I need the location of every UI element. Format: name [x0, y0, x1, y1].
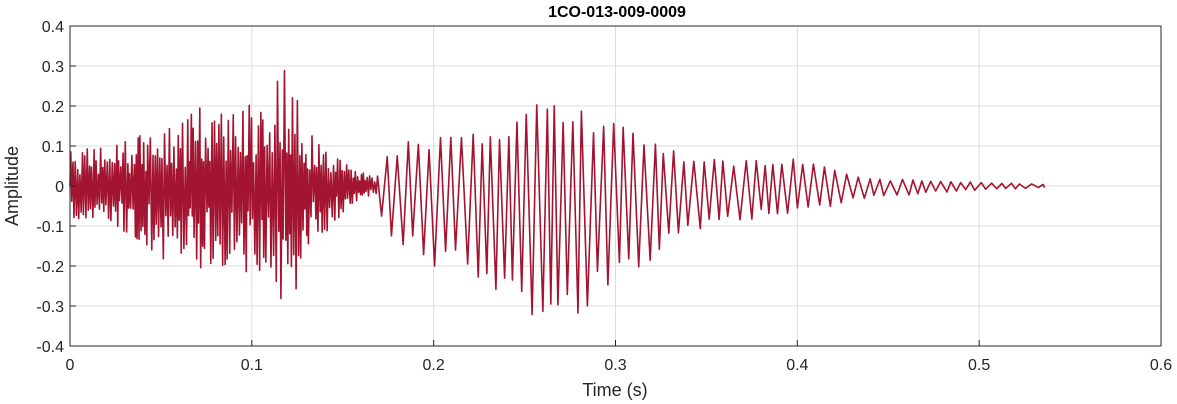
y-tick-label: 0.4 — [42, 19, 64, 36]
x-tick-label: 0.6 — [1150, 357, 1172, 374]
y-tick-label: 0.3 — [42, 59, 64, 76]
x-tick-label: 0.1 — [241, 357, 263, 374]
y-tick-label: 0.1 — [42, 139, 64, 156]
y-tick-label: 0.2 — [42, 99, 64, 116]
x-axis-label: Time (s) — [582, 380, 647, 400]
x-tick-label: 0.3 — [604, 357, 626, 374]
x-tick-label: 0.4 — [786, 357, 808, 374]
signal-line — [69, 69, 1046, 316]
x-tick-label: 0 — [66, 357, 75, 374]
x-axis: 0 0.1 0.2 0.3 0.4 0.5 0.6 — [66, 340, 1172, 374]
chart-title: 1CO-013-009-0009 — [548, 4, 686, 21]
y-tick-label: -0.2 — [36, 259, 64, 276]
x-tick-label: 0.5 — [968, 357, 990, 374]
y-tick-label: -0.1 — [36, 219, 64, 236]
y-tick-label: 0 — [55, 179, 64, 196]
y-axis: -0.4 -0.3 -0.2 -0.1 0 0.1 0.2 0.3 0.4 — [36, 19, 76, 356]
x-tick-label: 0.2 — [423, 357, 445, 374]
plot-area — [69, 69, 1046, 316]
y-tick-label: -0.4 — [36, 339, 64, 356]
y-tick-label: -0.3 — [36, 299, 64, 316]
y-axis-label: Amplitude — [2, 146, 22, 226]
